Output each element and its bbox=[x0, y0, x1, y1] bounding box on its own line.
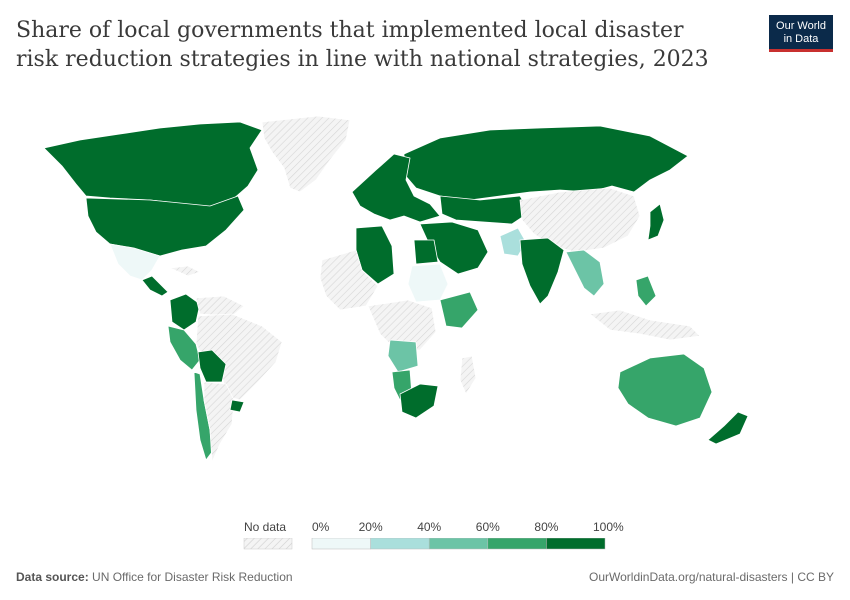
world-map bbox=[43, 115, 749, 463]
region-philippines bbox=[635, 275, 657, 307]
legend-tick-label: 100% bbox=[593, 520, 624, 534]
region-uruguay bbox=[229, 399, 245, 413]
url-credit[interactable]: OurWorldinData.org/natural-disasters | C… bbox=[589, 570, 834, 584]
region-bolivia bbox=[197, 349, 227, 383]
region-indonesia bbox=[589, 309, 701, 341]
region-greenland bbox=[261, 115, 351, 193]
source-label: Data source: bbox=[16, 570, 89, 584]
region-southeast-asia bbox=[565, 249, 605, 297]
region-japan bbox=[647, 203, 665, 241]
source-text: UN Office for Disaster Risk Reduction bbox=[92, 570, 293, 584]
region-west-africa bbox=[319, 249, 379, 311]
region-argentina bbox=[203, 381, 235, 463]
region-china bbox=[519, 187, 641, 253]
region-united-states bbox=[85, 195, 245, 257]
legend-bin-0 bbox=[311, 538, 371, 550]
region-central-asia bbox=[439, 195, 531, 225]
region-sudan bbox=[407, 263, 449, 303]
region-peru bbox=[167, 325, 201, 371]
legend-bin-2 bbox=[428, 538, 489, 550]
logo-line-2: in Data bbox=[783, 33, 819, 45]
region-madagascar bbox=[459, 355, 477, 395]
page-title: Share of local governments that implemen… bbox=[16, 18, 709, 72]
region-caribbean bbox=[169, 265, 201, 277]
legend-tick-label: 0% bbox=[312, 520, 330, 534]
legend-tick-label: 80% bbox=[534, 520, 559, 534]
legend-no-data-swatch bbox=[243, 538, 293, 550]
region-europe bbox=[351, 153, 441, 223]
region-australia bbox=[617, 353, 713, 427]
legend-tick-label: 20% bbox=[358, 520, 383, 534]
region-india bbox=[519, 237, 565, 305]
legend-tick-label: 40% bbox=[417, 520, 442, 534]
region-canada bbox=[43, 121, 263, 209]
legend-bin-1 bbox=[370, 538, 430, 550]
owid-logo[interactable]: Our World in Data bbox=[769, 15, 833, 52]
region-new-zealand bbox=[707, 411, 749, 445]
legend-tick-label: 60% bbox=[475, 520, 500, 534]
legend-bin-4 bbox=[546, 538, 606, 550]
region-egypt bbox=[413, 239, 439, 265]
region-russia bbox=[403, 125, 689, 201]
region-mexico bbox=[109, 243, 161, 281]
region-angola bbox=[387, 339, 419, 373]
legend-no-data-label: No data bbox=[244, 520, 287, 534]
source-note: Data source: UN Office for Disaster Risk… bbox=[16, 570, 293, 584]
legend-bin-3 bbox=[487, 538, 547, 550]
region-central-africa bbox=[367, 299, 437, 351]
region-south-africa bbox=[399, 383, 439, 419]
region-colombia bbox=[169, 293, 201, 331]
region-central-america bbox=[141, 275, 169, 297]
region-venezuela bbox=[195, 295, 245, 317]
legend-swatches bbox=[243, 538, 606, 550]
logo-line-1: Our World bbox=[776, 20, 826, 32]
region-kenya bbox=[439, 291, 479, 329]
